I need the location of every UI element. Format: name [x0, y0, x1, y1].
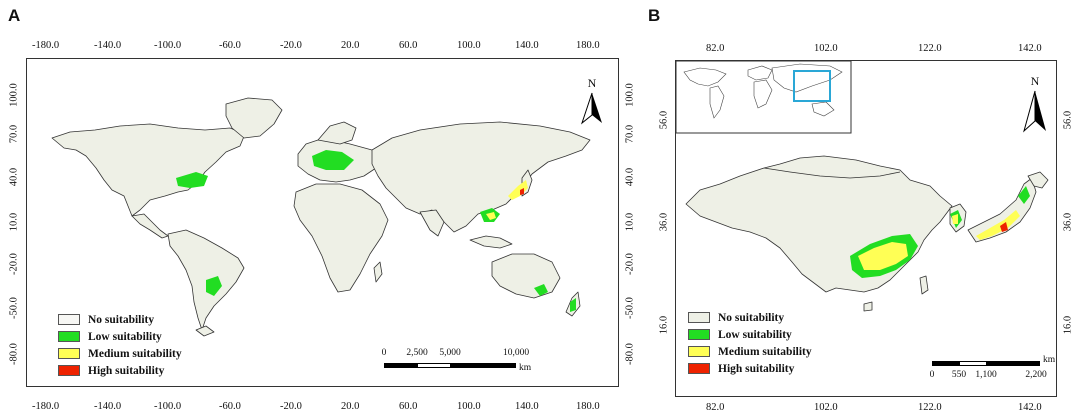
north-arrow-icon: [1023, 90, 1046, 133]
india-landmass: [419, 209, 445, 237]
panel-b-letter: B: [648, 6, 661, 25]
x-tick: 122.0: [918, 43, 942, 54]
panel-a-legend: No suitability Low suitability Medium su…: [58, 311, 182, 379]
x-tick: -60.0: [219, 401, 241, 412]
legend-swatch: [688, 346, 710, 357]
north-label: N: [1030, 74, 1040, 88]
asia-landmass: [371, 121, 591, 233]
medium-suitability-areas-b: [858, 210, 1020, 270]
scale-unit: km: [519, 363, 532, 373]
x-tick: -180.0: [32, 40, 60, 51]
x-tick: 82.0: [706, 402, 725, 413]
panel-b-legend: No suitability Low suitability Medium su…: [688, 309, 812, 377]
x-tick: -140.0: [94, 40, 122, 51]
x-tick: 142.0: [1018, 43, 1042, 54]
legend-label: Medium suitability: [88, 347, 182, 360]
legend-item: Low suitability: [688, 326, 812, 343]
medium-suitability-areas: [486, 180, 528, 220]
legend-label: No suitability: [88, 313, 155, 326]
x-tick: 20.0: [341, 40, 360, 51]
legend-swatch: [688, 329, 710, 340]
x-tick: 82.0: [706, 43, 725, 54]
x-tick: 60.0: [399, 40, 418, 51]
low-suitability-areas: [176, 150, 576, 312]
x-tick: -100.0: [154, 401, 182, 412]
legend-item: Medium suitability: [688, 343, 812, 360]
panel-a-north-arrow: N: [580, 76, 604, 130]
inset-highlight-box: [793, 70, 831, 102]
x-tick: 180.0: [576, 40, 600, 51]
japan-landmass: [967, 177, 1037, 243]
greenland-landmass: [225, 97, 283, 139]
x-tick: -20.0: [280, 40, 302, 51]
x-tick: -60.0: [219, 40, 241, 51]
legend-label: Low suitability: [718, 328, 792, 341]
legend-swatch: [688, 363, 710, 374]
legend-swatch: [58, 331, 80, 342]
x-tick: 60.0: [399, 401, 418, 412]
x-tick: -180.0: [32, 401, 60, 412]
legend-item: No suitability: [58, 311, 182, 328]
africa-landmass: [293, 183, 389, 293]
north-arrow-icon: [580, 92, 602, 125]
x-tick: -20.0: [280, 401, 302, 412]
scale-label: 2,200: [1025, 370, 1047, 380]
north-label: N: [587, 76, 597, 90]
x-tick: 102.0: [814, 43, 838, 54]
scale-unit: km: [1043, 355, 1056, 365]
hainan-landmass: [863, 301, 873, 312]
x-tick: 140.0: [515, 401, 539, 412]
x-tick: -140.0: [94, 401, 122, 412]
panel-b-north-arrow: N: [1022, 74, 1048, 138]
x-tick: 20.0: [341, 401, 360, 412]
antarctica-landmass: [195, 325, 215, 337]
china-landmass: [685, 155, 953, 293]
madagascar-landmass: [373, 261, 383, 283]
x-tick: 180.0: [576, 401, 600, 412]
scale-label: 2,500: [406, 348, 428, 358]
hokkaido-landmass: [1027, 171, 1049, 189]
scale-label: 1,100: [975, 370, 997, 380]
panel-b-scale-bar: km 0 550 1,100 2,200: [929, 355, 1056, 382]
mongolia-border: [763, 167, 901, 179]
legend-item: High suitability: [58, 362, 182, 379]
panel-a-letter: A: [8, 6, 21, 25]
legend-label: Low suitability: [88, 330, 162, 343]
legend-swatch: [58, 348, 80, 359]
legend-item: Medium suitability: [58, 345, 182, 362]
indonesia-landmass: [469, 235, 513, 249]
x-tick: -100.0: [154, 40, 182, 51]
x-tick: 100.0: [457, 40, 481, 51]
legend-label: High suitability: [88, 364, 165, 377]
legend-swatch: [58, 314, 80, 325]
scandinavia-landmass: [317, 121, 357, 145]
taiwan-landmass: [919, 275, 929, 295]
high-suitability-areas: [520, 188, 524, 195]
x-tick: 142.0: [1018, 402, 1042, 413]
high-suitability-areas-b: [1000, 222, 1008, 232]
scale-label: 5,000: [439, 348, 461, 358]
legend-label: No suitability: [718, 311, 785, 324]
x-tick: 140.0: [515, 40, 539, 51]
legend-item: High suitability: [688, 360, 812, 377]
legend-swatch: [58, 365, 80, 376]
legend-label: High suitability: [718, 362, 795, 375]
scale-label: 10,000: [502, 348, 530, 358]
legend-item: No suitability: [688, 309, 812, 326]
legend-swatch: [688, 312, 710, 323]
legend-label: Medium suitability: [718, 345, 812, 358]
scale-label: 0: [929, 370, 935, 380]
north-america-landmass: [51, 123, 246, 217]
x-tick: 100.0: [457, 401, 481, 412]
panel-a-scale-bar: 0 2,500 5,000 10,000 km: [381, 348, 534, 373]
x-tick: 102.0: [814, 402, 838, 413]
scale-label: 0: [381, 348, 387, 358]
legend-item: Low suitability: [58, 328, 182, 345]
scale-label: 550: [951, 370, 967, 380]
x-tick: 122.0: [918, 402, 942, 413]
